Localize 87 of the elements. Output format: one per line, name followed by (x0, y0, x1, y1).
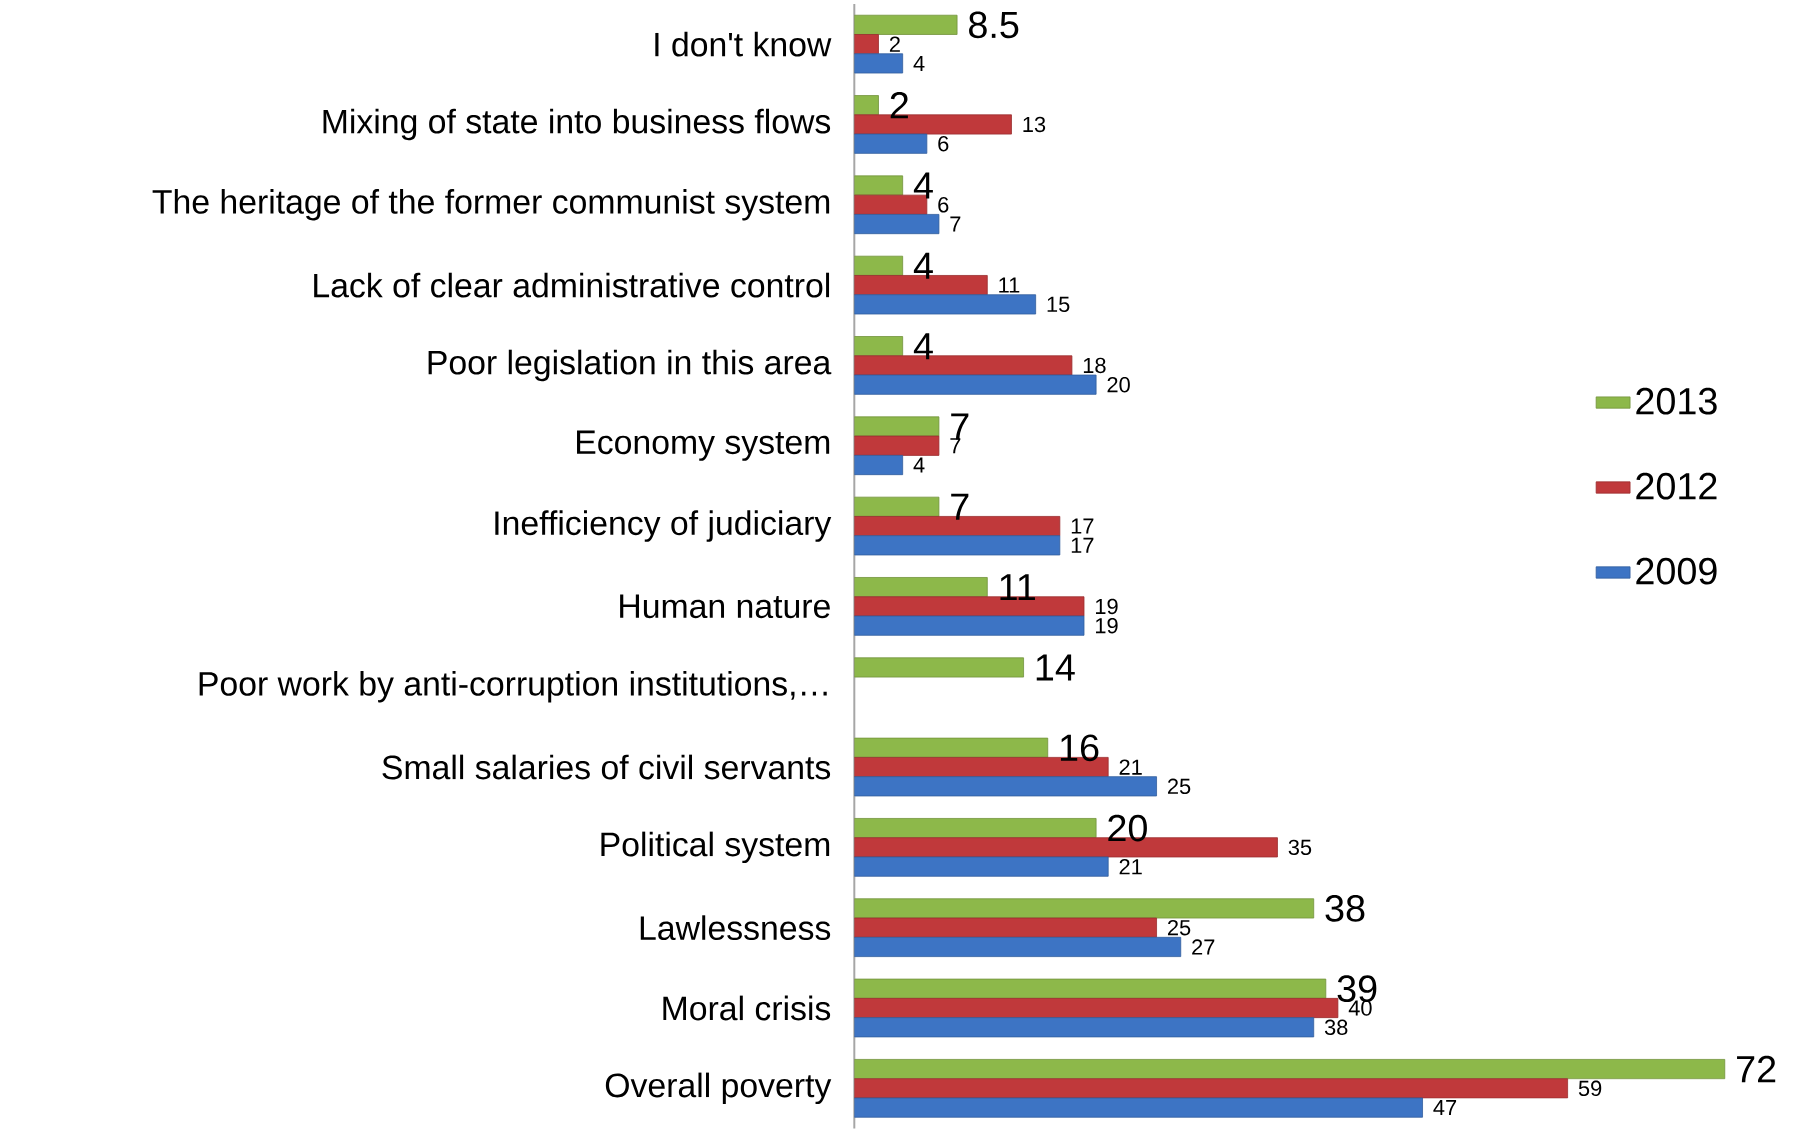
data-label: 20 (1108, 814, 1147, 842)
data-label: 11 (999, 277, 1020, 293)
data-label: 38 (1324, 1019, 1348, 1035)
bar (854, 657, 1024, 678)
legend-label: 2013 (1636, 387, 1717, 415)
data-label: 7 (951, 493, 969, 520)
y-tick-label: Poor work by anti-corruption institutions,… (199, 670, 827, 703)
data-label: 19 (1096, 617, 1118, 634)
bar (854, 213, 940, 234)
data-label: 59 (1578, 1080, 1602, 1096)
bar (854, 917, 1157, 938)
data-label: 4 (913, 172, 933, 199)
bar (854, 1078, 1569, 1099)
data-label: 14 (1036, 654, 1075, 681)
y-tick-label: I don't know (655, 31, 832, 57)
data-label: 21 (1119, 858, 1142, 875)
bar (854, 33, 879, 54)
legend-label: 2009 (1636, 557, 1717, 585)
data-label: 39 (1337, 975, 1377, 1002)
bar (854, 53, 904, 74)
data-label: 2 (889, 36, 900, 52)
data-label: 19 (1096, 598, 1118, 614)
bar (854, 255, 904, 276)
data-label: 4 (913, 332, 933, 359)
bar (854, 1017, 1315, 1038)
y-tick-label: Small salaries of civil servants (382, 754, 831, 780)
y-tick-label: Mixing of state into business flows (323, 108, 831, 140)
bar (854, 535, 1061, 556)
data-label: 47 (1433, 1099, 1457, 1115)
bar (854, 1058, 1726, 1079)
data-label: 15 (1047, 296, 1070, 312)
bar (854, 978, 1327, 999)
bar (854, 496, 940, 517)
bar (854, 374, 1097, 395)
bar (854, 1097, 1423, 1118)
data-label: 7 (951, 413, 969, 440)
bar (854, 817, 1097, 838)
y-tick-label: Economy system (577, 430, 830, 461)
bar (854, 615, 1085, 636)
bar (854, 936, 1182, 957)
bar (854, 435, 940, 456)
bar (854, 335, 904, 356)
bar (854, 776, 1157, 797)
data-label: 6 (938, 196, 949, 213)
bar (854, 14, 958, 35)
data-label: 25 (1167, 778, 1191, 794)
data-label: 2 (890, 91, 908, 119)
data-label: 20 (1107, 376, 1130, 393)
data-label: 21 (1119, 759, 1142, 775)
bar (854, 454, 904, 475)
bar (854, 133, 928, 154)
y-tick-label: Political system (601, 831, 830, 863)
data-label: 40 (1348, 1000, 1372, 1016)
y-tick-label: Inefficiency of judiciary (495, 510, 832, 542)
y-tick-label: Lack of clear administrative control (314, 272, 830, 298)
data-label: 11 (1000, 573, 1035, 600)
bar (854, 294, 1037, 315)
y-tick-label: Overall poverty (605, 1072, 832, 1104)
data-label: 17 (1071, 537, 1094, 553)
data-label: 25 (1167, 919, 1191, 936)
data-label: 7 (950, 216, 961, 232)
data-label: 6 (938, 135, 949, 152)
data-label: 38 (1325, 894, 1365, 922)
bar (854, 898, 1315, 919)
bar (854, 997, 1339, 1018)
bar (854, 856, 1109, 877)
data-label: 17 (1071, 518, 1094, 534)
y-tick-label: Human nature (620, 594, 830, 618)
data-label: 72 (1737, 1055, 1776, 1083)
data-label: 16 (1060, 734, 1099, 761)
bar (854, 576, 988, 597)
data-label: 4 (913, 457, 925, 473)
data-label: 18 (1083, 357, 1106, 373)
y-tick-label: Moral crisis (663, 995, 831, 1021)
bar (854, 737, 1049, 758)
data-label: 4 (913, 252, 933, 279)
data-label: 27 (1192, 939, 1215, 955)
y-tick-label: The heritage of the former communist system (152, 188, 830, 221)
data-label: 13 (1023, 116, 1046, 132)
y-tick-label: Lawlessness (640, 915, 831, 940)
legend-label: 2012 (1636, 472, 1717, 500)
y-tick-label: Poor legislation in this area (428, 349, 832, 381)
data-label: 8.5 (969, 11, 1019, 39)
bar (854, 416, 940, 437)
data-label: 7 (950, 438, 961, 454)
data-label: 35 (1288, 839, 1312, 855)
data-label: 4 (913, 55, 925, 71)
